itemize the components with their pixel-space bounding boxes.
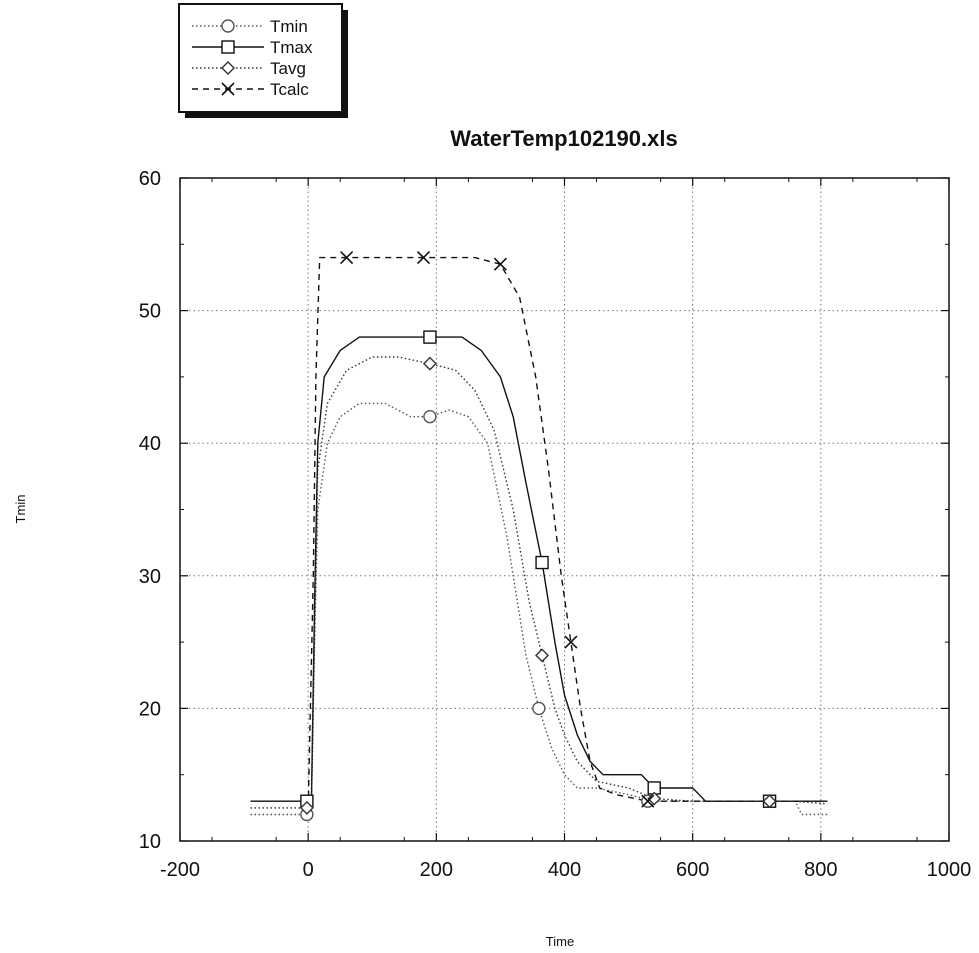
- legend-marker-tmax: [221, 40, 235, 54]
- legend-marker-tcalc: [221, 82, 235, 96]
- y-tick-label: 30: [139, 566, 161, 588]
- y-tick-label: 50: [139, 301, 161, 323]
- y-axis-label: Tmin: [13, 495, 28, 524]
- x-tick-label: 600: [676, 859, 709, 881]
- grid: [179, 177, 950, 842]
- legend-label-tmax: Tmax: [270, 38, 313, 57]
- data-point-tcalc: [564, 635, 578, 649]
- data-point-tcalc: [641, 794, 655, 808]
- data-point-tmax: [535, 555, 549, 570]
- legend-label-tmin: Tmin: [270, 17, 308, 36]
- y-tick-label: 10: [139, 831, 161, 853]
- marker-layer: [299, 250, 777, 822]
- data-point-tmin: [532, 701, 546, 716]
- legend-box: [178, 3, 343, 113]
- data-point-tmax: [423, 330, 437, 344]
- data-point-tcalc: [493, 257, 507, 271]
- series-layer: [250, 256, 828, 816]
- x-tick-label: 0: [303, 859, 314, 881]
- legend: Tmin Tmax Tavg Tcalc: [178, 3, 348, 118]
- legend-items: Tmin Tmax Tavg Tcalc: [192, 17, 313, 99]
- x-tick-label: 200: [420, 859, 453, 881]
- y-axis-tick-labels: 10 20 30 40 50 60: [139, 168, 161, 853]
- legend-label-tcalc: Tcalc: [270, 80, 309, 99]
- y-tick-label: 40: [139, 433, 161, 455]
- y-tick-label: 60: [139, 168, 161, 190]
- x-axis-label: Time: [546, 934, 574, 949]
- data-point-tcalc: [340, 250, 354, 265]
- x-tick-label: 1000: [927, 859, 972, 881]
- series-line-tmax: [250, 336, 828, 802]
- legend-marker-tavg: [221, 61, 235, 75]
- legend-marker-tmin: [221, 19, 235, 33]
- x-axis-tick-labels: -200 0 200 400 600 800 1000: [160, 859, 971, 881]
- x-tick-label: 800: [804, 859, 837, 881]
- data-point-tavg: [422, 356, 437, 371]
- series-line-tmin: [250, 402, 828, 816]
- legend-label-tavg: Tavg: [270, 59, 306, 78]
- x-tick-label: 400: [548, 859, 581, 881]
- data-point-tavg: [299, 800, 314, 815]
- series-line-tcalc: [307, 256, 828, 808]
- data-point-tavg: [647, 791, 662, 806]
- series-line-tavg: [250, 356, 828, 809]
- data-point-tavg: [535, 648, 550, 663]
- axis-ticks: [179, 177, 950, 842]
- data-point-tavg: [762, 794, 777, 809]
- x-tick-label: -200: [160, 859, 200, 881]
- data-point-tcalc: [416, 250, 431, 265]
- y-tick-label: 20: [139, 698, 161, 720]
- data-point-tmin: [423, 409, 437, 424]
- chart-title: WaterTemp102190.xls: [450, 126, 677, 151]
